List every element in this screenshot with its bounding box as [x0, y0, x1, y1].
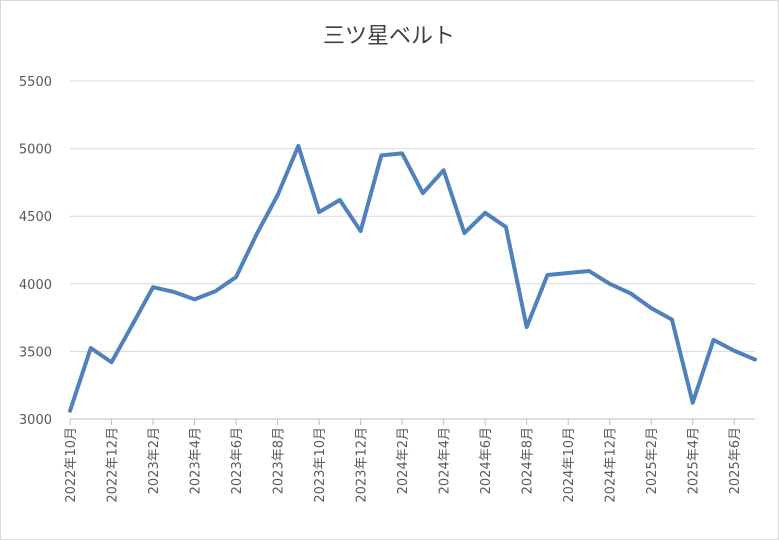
x-tick-label: 2023年10月 [313, 427, 328, 503]
x-tick-label: 2024年10月 [562, 427, 577, 503]
x-tick-label: 2025年4月 [687, 427, 702, 494]
x-tick-label: 2022年12月 [106, 427, 121, 503]
x-tick-label: 2024年4月 [438, 427, 453, 494]
line-series [68, 143, 757, 413]
x-tick-label: 2024年6月 [479, 427, 494, 494]
y-tick-label: 5000 [19, 143, 52, 158]
y-tick-label: 5500 [19, 75, 52, 90]
x-tick-label: 2025年2月 [645, 427, 660, 494]
x-tick-label: 2023年8月 [272, 427, 287, 494]
y-tick-label: 3000 [19, 413, 52, 428]
x-tick-label: 2023年2月 [147, 427, 162, 494]
x-tick-label: 2022年10月 [64, 427, 79, 503]
x-tick-label: 2024年12月 [604, 427, 619, 503]
chart-title: 三ツ星ベルト [323, 24, 455, 49]
y-tick-label: 4000 [19, 278, 52, 293]
x-tick-label: 2024年8月 [521, 427, 536, 494]
x-tick-label: 2024年2月 [396, 427, 411, 494]
x-tick-label: 2023年4月 [189, 427, 204, 494]
x-tick-label: 2023年12月 [355, 427, 370, 503]
x-tick-label: 2025年6月 [728, 427, 743, 494]
y-tick-label: 3500 [19, 345, 52, 360]
y-tick-label: 4500 [19, 210, 52, 225]
x-tick-label: 2023年6月 [230, 427, 245, 494]
